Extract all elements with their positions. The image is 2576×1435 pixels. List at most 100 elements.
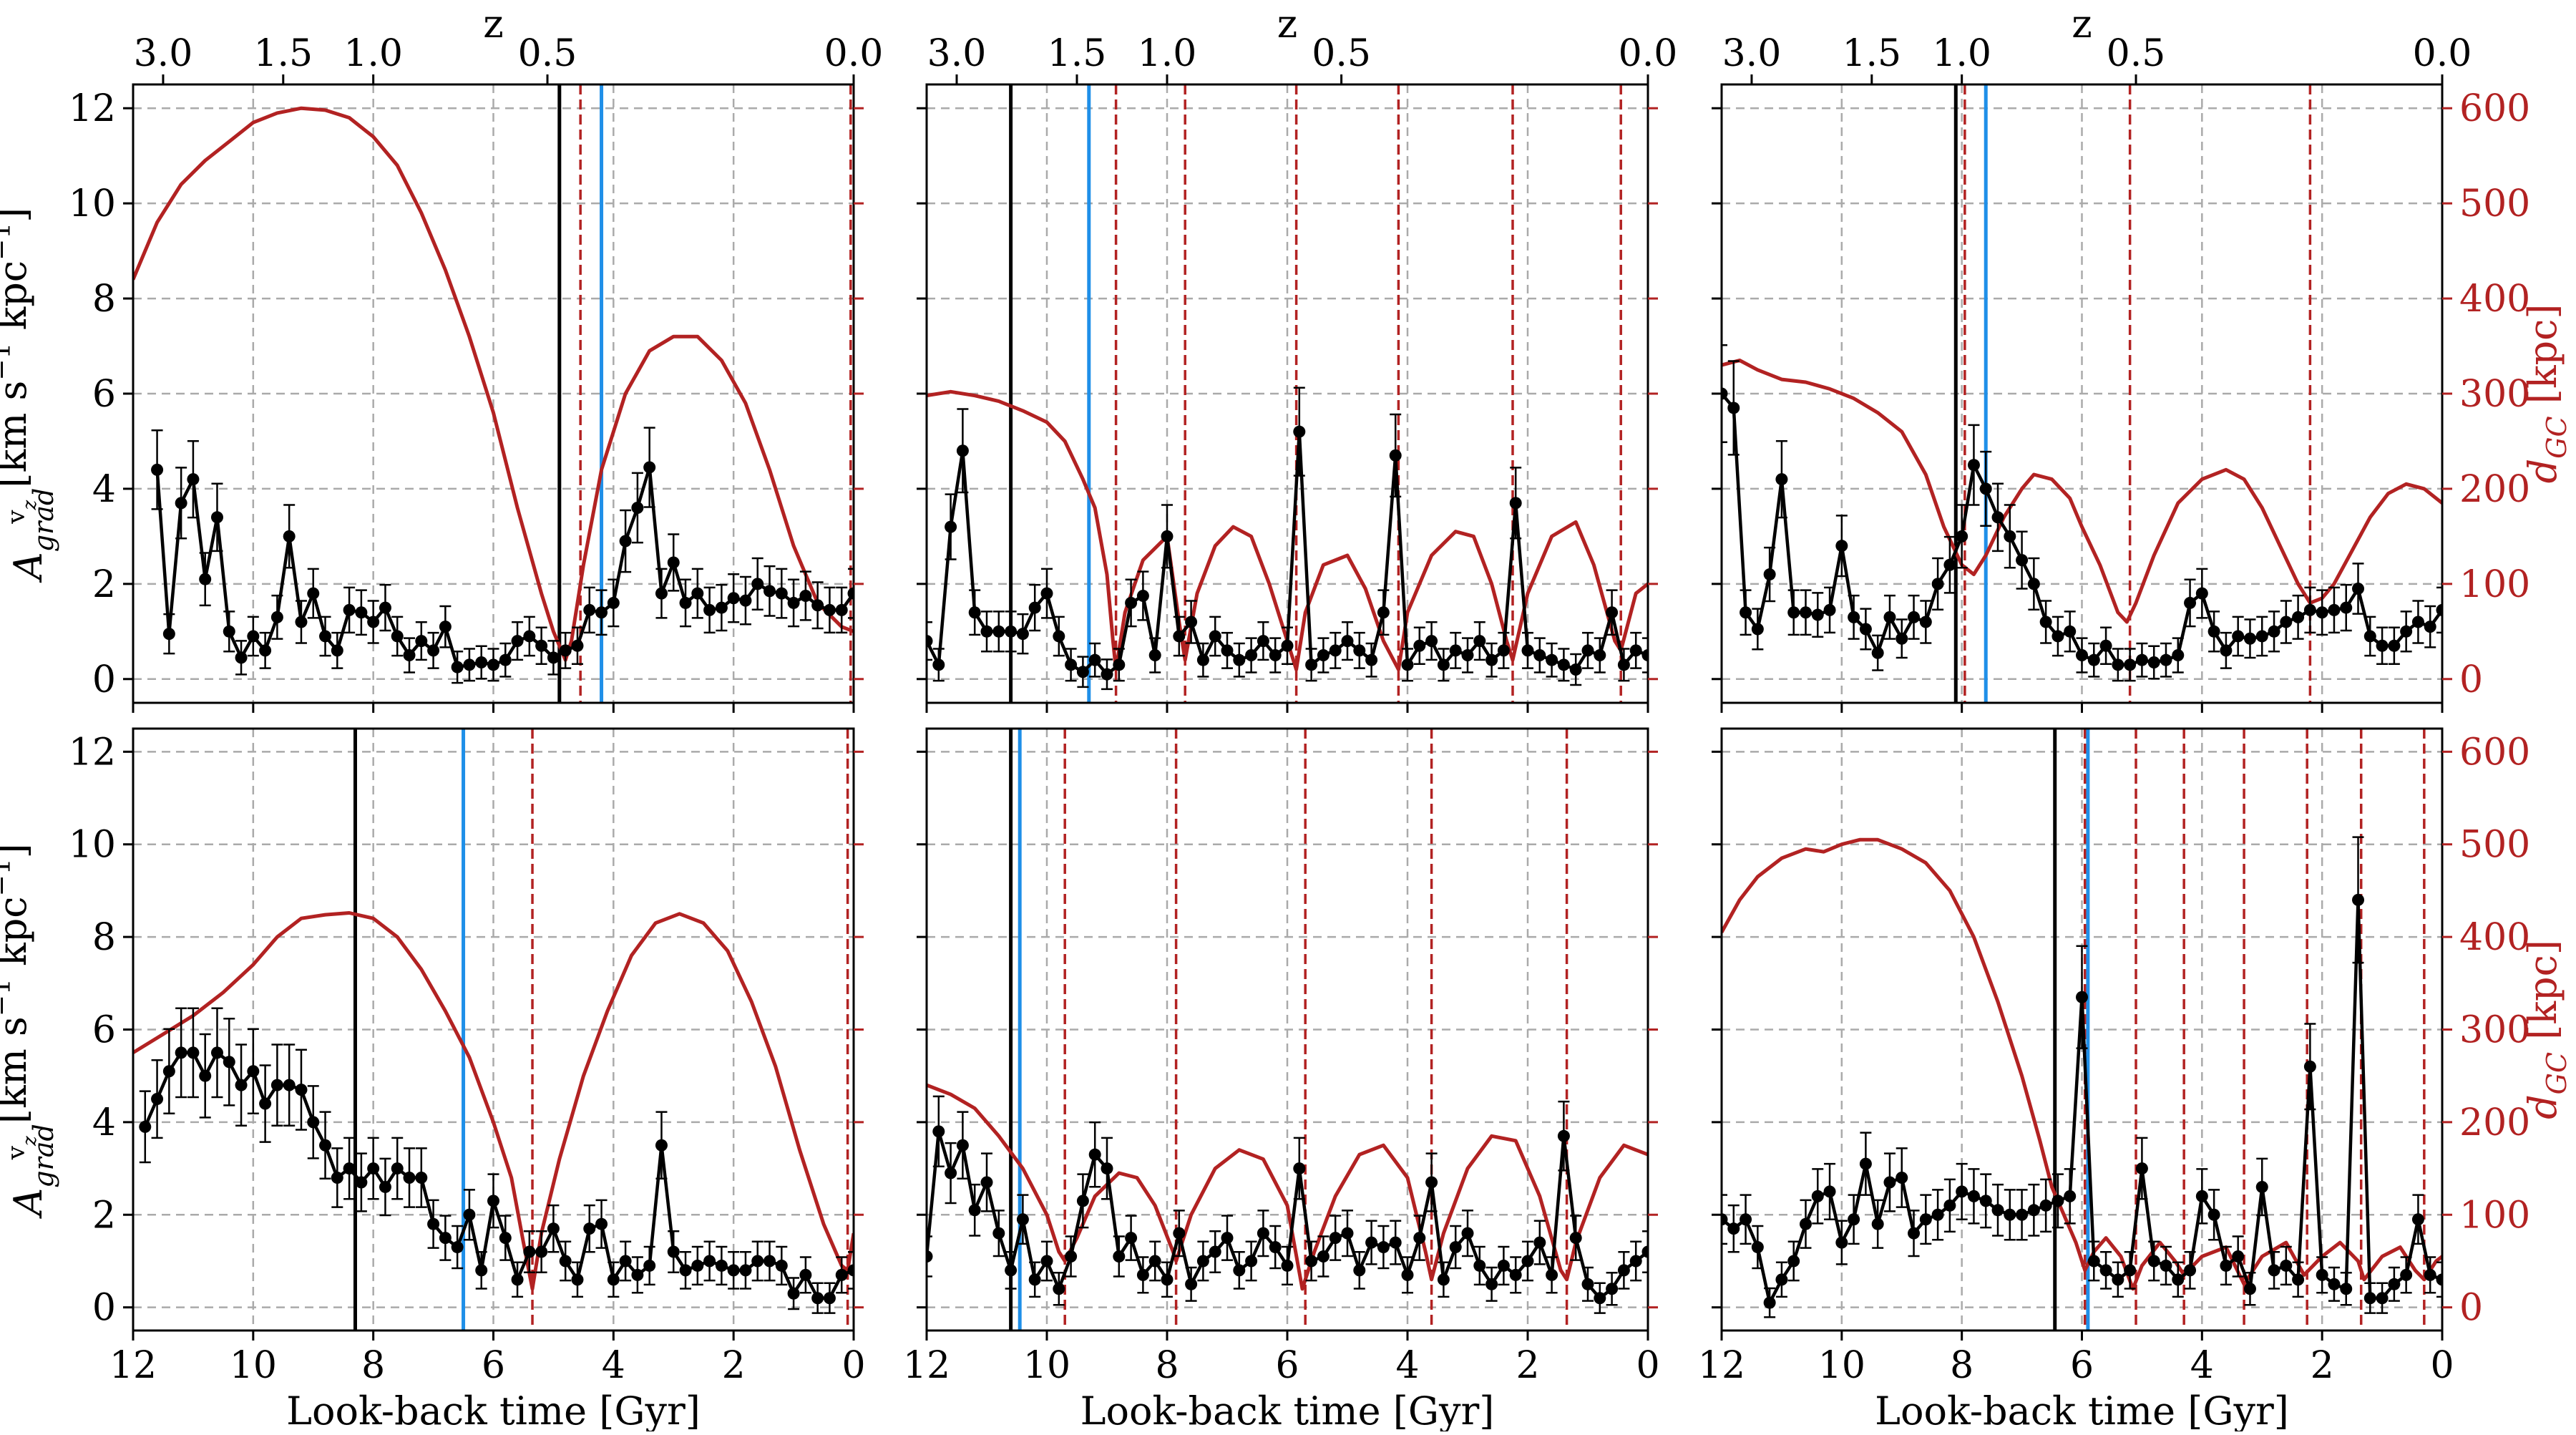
agrad-point [2135, 1162, 2148, 1175]
agrad-point [451, 661, 464, 673]
agrad-point [1835, 540, 1848, 553]
agrad-point [295, 616, 308, 628]
agrad-point [2328, 603, 2341, 616]
agrad-point [1437, 1273, 1450, 1286]
agrad-point [1799, 606, 1812, 619]
agrad-point [2352, 893, 2365, 906]
agrad-point [270, 611, 283, 623]
distance-series-line [133, 106, 854, 662]
agrad-point [1485, 1278, 1498, 1290]
agrad-point [583, 603, 596, 616]
agrad-point [270, 1079, 283, 1091]
agrad-point [523, 630, 536, 643]
x-tick-label: 2 [2311, 1344, 2334, 1387]
agrad-point [2424, 621, 2436, 633]
agrad-point [547, 651, 560, 664]
agrad-point [2099, 639, 2112, 652]
agrad-point [1401, 658, 1414, 671]
agrad-point [151, 463, 164, 476]
y-axis-label-right-part: d [2520, 459, 2565, 484]
agrad-point [463, 1208, 476, 1221]
agrad-point [703, 1255, 716, 1268]
agrad-point [2363, 630, 2376, 643]
agrad-point [451, 1241, 464, 1254]
y-tick-label-left: 12 [69, 731, 116, 774]
y-axis-label-right: dGC [kpc] [2520, 304, 2572, 484]
agrad-point [162, 628, 175, 641]
agrad-point [835, 603, 848, 616]
agrad-point [1113, 658, 1126, 671]
agrad-point [927, 1250, 933, 1263]
z-axis-label: z [2072, 1, 2092, 47]
x-tick-label: 6 [482, 1344, 505, 1387]
agrad-point [1485, 653, 1498, 666]
agrad-point [2292, 1273, 2305, 1286]
agrad-point [1569, 1232, 1582, 1245]
agrad-point [992, 1227, 1005, 1240]
agrad-point [1751, 1241, 1764, 1254]
agrad-point [487, 1195, 499, 1207]
agrad-point [655, 587, 668, 600]
agrad-point [691, 1259, 704, 1272]
panel-plot-area [133, 729, 854, 1331]
agrad-point [343, 1162, 356, 1175]
agrad-point [1823, 603, 1836, 616]
agrad-point [1281, 639, 1294, 652]
agrad-point [2436, 1273, 2442, 1286]
z-tick-label: 1.0 [1932, 32, 1991, 75]
agrad-point [1979, 1195, 1992, 1207]
agrad-point [1341, 1227, 1354, 1240]
agrad-point [1641, 1245, 1648, 1258]
agrad-point [1173, 1227, 1186, 1240]
y-axis-label-left-part: v [2, 510, 31, 525]
agrad-point [631, 502, 644, 515]
agrad-point [1185, 1278, 1198, 1290]
y-axis-label-left-part: grad [28, 488, 59, 552]
z-tick-label: 1.0 [1138, 32, 1197, 75]
y-tick-label-right: 400 [2459, 916, 2530, 959]
agrad-point [2352, 582, 2365, 595]
agrad-point [379, 601, 391, 614]
agrad-point [1883, 611, 1896, 623]
agrad-point [1113, 1250, 1126, 1263]
agrad-point [945, 520, 957, 533]
y-tick-label-right: 600 [2459, 731, 2530, 774]
y-axis-label-left-part: z [19, 500, 41, 510]
agrad-point [1751, 623, 1764, 636]
y-tick-label-right: 0 [2459, 1287, 2483, 1330]
y-axis-label-right-part: GC [2541, 416, 2572, 458]
x-tick-label: 8 [1155, 1344, 1179, 1387]
agrad-point [1269, 649, 1282, 662]
agrad-point [787, 596, 800, 609]
agrad-point [175, 497, 187, 510]
agrad-point [1161, 1273, 1174, 1286]
agrad-point [595, 1217, 608, 1230]
z-tick-label: 1.0 [343, 32, 403, 75]
x-tick-label: 2 [722, 1344, 746, 1387]
agrad-point [2124, 658, 2137, 671]
agrad-point [259, 644, 272, 657]
agrad-point [295, 1084, 308, 1096]
y-tick-label-right: 100 [2459, 1194, 2530, 1237]
agrad-point [1521, 644, 1534, 657]
y-tick-label-right: 300 [2459, 1009, 2530, 1052]
y-tick-label-left: 6 [92, 1009, 116, 1052]
y-axis-label-left-part: ] [0, 843, 35, 858]
x-tick-label: 10 [230, 1344, 277, 1387]
agrad-point [727, 1264, 740, 1277]
x-axis-label: Look-back time [Gyr] [1080, 1388, 1495, 1431]
agrad-point [1871, 1217, 1884, 1230]
agrad-point [1317, 649, 1330, 662]
agrad-point [1641, 649, 1648, 662]
agrad-point [2243, 1283, 2256, 1295]
agrad-point [2316, 606, 2328, 619]
agrad-point [1245, 1255, 1258, 1268]
agrad-point [715, 1259, 728, 1272]
agrad-point [210, 1046, 223, 1059]
y-axis-label-left-part: kpc [0, 261, 35, 343]
agrad-point [1377, 1241, 1390, 1254]
agrad-point [727, 592, 740, 605]
agrad-point [2207, 1208, 2220, 1221]
agrad-point [1799, 1217, 1812, 1230]
agrad-point [2424, 1268, 2436, 1281]
